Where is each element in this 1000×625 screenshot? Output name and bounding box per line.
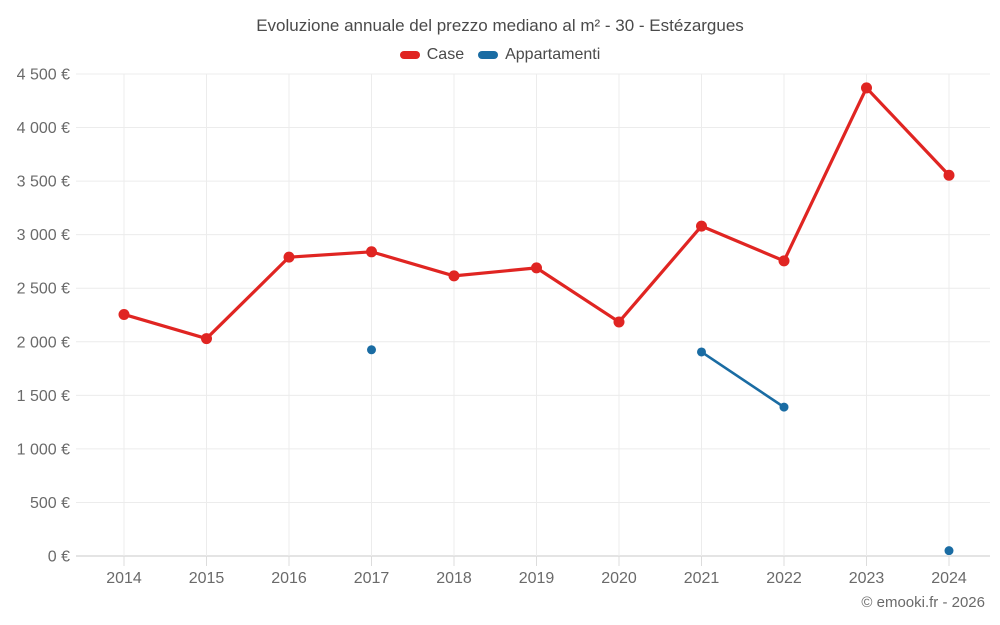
series-line-appartamenti [700, 350, 786, 409]
x-tick-label: 2016 [271, 570, 307, 587]
y-tick-label: 3 000 € [17, 227, 70, 244]
data-point-case-2020[interactable] [613, 316, 625, 328]
y-tick-label: 1 500 € [17, 388, 70, 405]
legend-label-case: Case [426, 46, 465, 63]
data-point-case-2019[interactable] [531, 262, 542, 274]
chart-legend: Case Appartamenti [0, 46, 1000, 64]
data-point-case-2017[interactable] [366, 246, 377, 258]
y-tick-label: 1 000 € [17, 441, 70, 458]
data-point-appartamenti-2024[interactable] [944, 546, 954, 556]
data-point-case-2024[interactable] [943, 169, 955, 181]
data-point-case-2016[interactable] [283, 251, 295, 263]
x-tick-label: 2015 [189, 570, 225, 587]
x-tick-label: 2021 [684, 570, 720, 587]
x-tick-label: 2020 [601, 570, 637, 587]
legend-item-appartamenti[interactable]: Appartamenti [478, 46, 600, 64]
data-point-case-2014[interactable] [118, 308, 130, 320]
appartamenti-series-swatch-icon [478, 51, 499, 59]
x-tick-label: 2019 [519, 570, 555, 587]
x-tick-label: 2017 [354, 570, 390, 587]
case-series-swatch-icon [399, 51, 420, 59]
y-tick-label: 4 000 € [17, 120, 70, 137]
data-point-case-2022[interactable] [778, 255, 790, 267]
y-tick-label: 3 500 € [17, 174, 70, 191]
data-point-case-2023[interactable] [861, 82, 872, 94]
y-tick-label: 4 500 € [17, 67, 70, 84]
data-point-case-2015[interactable] [201, 333, 212, 345]
x-tick-label: 2014 [106, 570, 142, 587]
copyright-text: © emooki.fr - 2026 [861, 594, 985, 611]
data-point-appartamenti-2022[interactable] [779, 402, 789, 412]
y-tick-label: 2 500 € [17, 281, 70, 298]
x-tick-label: 2018 [436, 570, 472, 587]
x-tick-label: 2023 [849, 570, 885, 587]
chart-title: Evoluzione annuale del prezzo mediano al… [256, 16, 744, 35]
y-tick-label: 2 000 € [17, 334, 70, 351]
x-tick-label: 2022 [766, 570, 802, 587]
y-tick-label: 0 € [48, 549, 70, 566]
data-point-appartamenti-2017[interactable] [367, 345, 376, 355]
data-point-appartamenti-2021[interactable] [697, 347, 706, 357]
y-tick-label: 500 € [30, 495, 70, 512]
data-point-case-2021[interactable] [696, 220, 707, 232]
x-tick-label: 2024 [931, 570, 967, 587]
legend-label-appartamenti: Appartamenti [505, 46, 601, 63]
legend-item-case[interactable]: Case [399, 46, 465, 64]
data-point-case-2018[interactable] [448, 270, 460, 282]
